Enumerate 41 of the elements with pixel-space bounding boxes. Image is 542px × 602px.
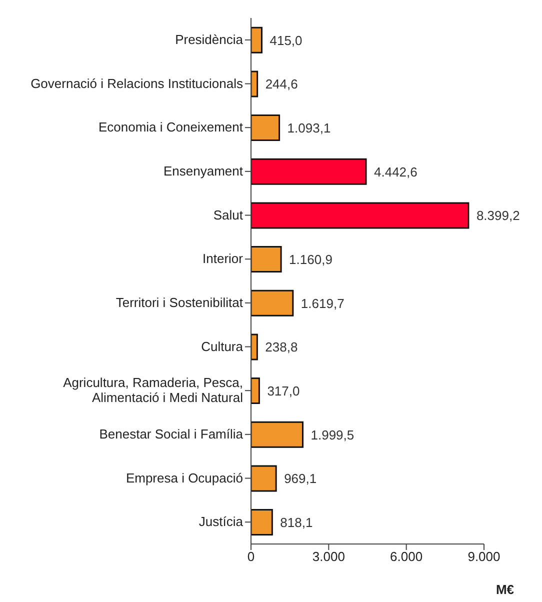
data-label: 415,0 — [270, 32, 302, 48]
bar — [251, 246, 282, 273]
bar — [251, 70, 258, 98]
bar — [251, 114, 280, 142]
data-label: 8.399,2 — [476, 208, 520, 224]
y-tick-label: Ensenyament — [164, 163, 244, 178]
y-tick-label: Benestar Social i Família — [99, 426, 244, 442]
x-tick-label: 6.000 — [390, 549, 423, 564]
data-label: 1.999,5 — [310, 427, 354, 442]
bar — [251, 26, 262, 54]
y-tick-label: Salut — [213, 207, 244, 222]
y-tick-label: Presidència — [175, 32, 244, 47]
bar — [251, 202, 470, 229]
x-axis-title: M€ — [496, 582, 514, 597]
data-label: 4.442,6 — [374, 164, 418, 180]
bar — [251, 290, 294, 316]
y-tick-label: Governació i Relacions Institucionals — [30, 76, 244, 91]
y-tick-label: Cultura — [201, 338, 244, 354]
bar — [251, 509, 273, 536]
y-tick-label: Agricultura, Ramaderia, Pesca, Alimentació i Medi Natural — [63, 375, 244, 406]
y-tick-label: Justícia — [198, 514, 244, 530]
x-tick-label: 0 — [247, 549, 255, 564]
y-tick-label: Interior — [202, 251, 244, 266]
y-tick-label: Economia i Coneixement — [98, 120, 244, 135]
bar — [251, 465, 277, 492]
data-label: 238,8 — [265, 340, 298, 355]
data-label: 818,1 — [280, 514, 313, 530]
x-tick-label: 3.000 — [312, 549, 345, 564]
y-tick-label: Empresa i Ocupació — [126, 470, 243, 486]
y-tick-label: Territori i Sostenibilitat — [116, 294, 244, 310]
data-label: 1.093,1 — [287, 120, 331, 136]
data-label: 1.619,7 — [300, 296, 344, 311]
data-label: 1.160,9 — [289, 252, 332, 267]
x-tick-label: 9.000 — [468, 549, 500, 564]
bar — [251, 334, 258, 360]
data-label: 969,1 — [284, 471, 317, 486]
bar — [251, 378, 260, 404]
bar — [251, 158, 367, 185]
data-label: 244,6 — [265, 76, 298, 92]
bar — [251, 421, 304, 448]
data-label: 317,0 — [267, 383, 300, 398]
